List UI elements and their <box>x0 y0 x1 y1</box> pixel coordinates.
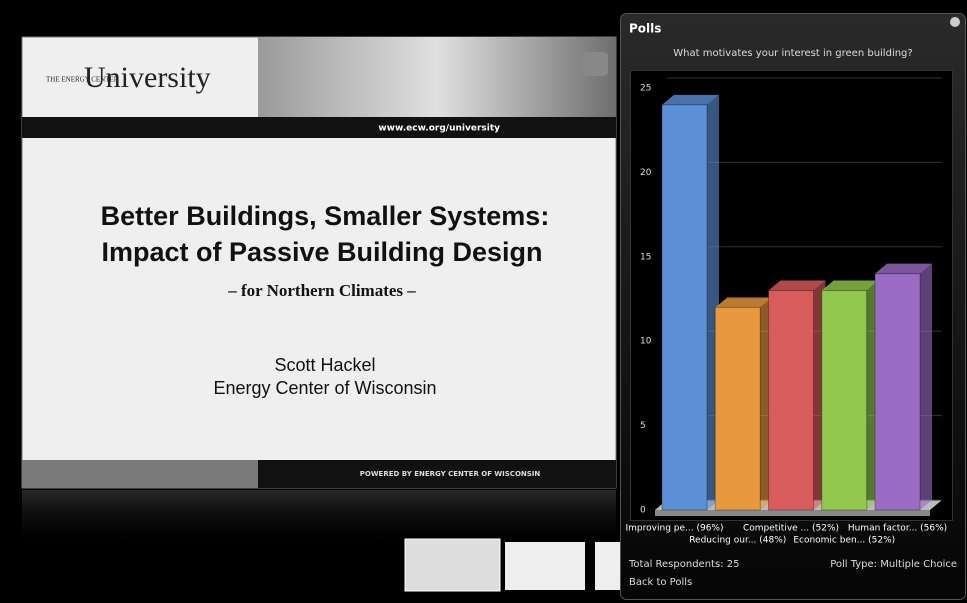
respondents: Total Respondents: 25 <box>628 559 739 570</box>
y-tick-label: 10 <box>640 337 652 347</box>
y-tick-label: 0 <box>640 506 646 516</box>
y-tick-label: 15 <box>640 252 651 262</box>
x-tick-label: Economic ben... (52%) <box>793 536 895 546</box>
page: THE ENERGY CENTER University www.ecw.org… <box>0 0 967 603</box>
y-tick-label: 25 <box>640 84 651 94</box>
bar <box>662 105 707 510</box>
close-button[interactable] <box>950 17 960 27</box>
slide-title: Impact of Passive Building Design <box>101 237 542 267</box>
x-tick-label: Improving pe... (96%) <box>626 524 724 534</box>
bar <box>822 291 867 510</box>
bar-side <box>920 264 932 510</box>
organization: Energy Center of Wisconsin <box>213 378 436 398</box>
poll-type: Poll Type: Multiple Choice <box>830 559 957 570</box>
slide-subtitle: – for Northern Climates – <box>227 281 416 300</box>
url-bar <box>22 117 616 138</box>
thumbnail[interactable] <box>405 539 500 591</box>
url: www.ecw.org/university <box>378 124 500 134</box>
bar <box>875 274 920 510</box>
y-tick-label: 5 <box>640 421 646 431</box>
logo: University <box>84 61 211 94</box>
poll-header: Polls <box>629 22 661 36</box>
slide-footer-text: POWERED BY ENERGY CENTER OF WISCONSIN <box>360 470 541 478</box>
screen: THE ENERGY CENTER University www.ecw.org… <box>0 0 967 603</box>
y-tick-label: 20 <box>640 168 652 178</box>
x-tick-label: Human factor... (56%) <box>848 524 947 534</box>
slide-title: Better Buildings, Smaller Systems: <box>101 201 550 231</box>
chart-title: What motivates your interest in green bu… <box>673 48 912 59</box>
presenter: Scott Hackel <box>274 355 375 375</box>
slide-image <box>258 37 616 117</box>
chart-floor-front <box>655 510 930 516</box>
zoom-button[interactable] <box>582 52 608 76</box>
slide-footer-left <box>22 460 258 488</box>
thumbnail[interactable] <box>505 542 585 590</box>
bar <box>769 291 814 510</box>
bar <box>715 307 760 510</box>
x-tick-label: Competitive ... (52%) <box>743 524 839 534</box>
back-link[interactable]: Back to Polls <box>629 577 692 588</box>
x-tick-label: Reducing our... (48%) <box>689 536 786 546</box>
reflection <box>22 490 616 550</box>
